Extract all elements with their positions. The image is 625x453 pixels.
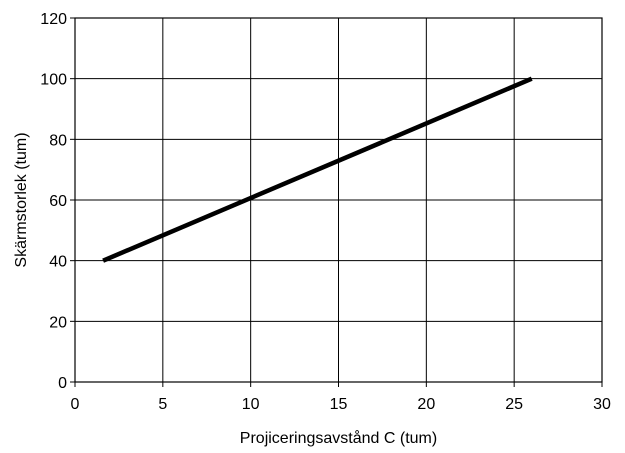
- x-tick-label: 25: [505, 396, 523, 413]
- y-tick-label: 120: [40, 11, 67, 28]
- y-tick-label: 80: [49, 132, 67, 149]
- y-tick-label: 0: [58, 375, 67, 392]
- y-tick-label: 20: [49, 314, 67, 331]
- x-tick-label: 0: [71, 396, 80, 413]
- y-axis-label: Skärmstorlek (tum): [13, 132, 30, 267]
- tick-labels: 0 5 10 15 20 25 30 0 20 40 60 80 100 120: [40, 11, 611, 413]
- y-tick-label: 60: [49, 193, 67, 210]
- x-tick-label: 30: [593, 396, 611, 413]
- grid-lines: [74, 17, 603, 383]
- series-line: [102, 76, 533, 263]
- y-tick-label: 100: [40, 72, 67, 89]
- x-tick-label: 5: [158, 396, 167, 413]
- x-axis-label: Projiceringsavstånd C (tum): [240, 429, 437, 447]
- series-layer: [102, 76, 533, 263]
- x-tick-label: 10: [242, 396, 260, 413]
- x-tick-label: 15: [330, 396, 348, 413]
- x-tick-label: 20: [417, 396, 435, 413]
- y-tick-label: 40: [49, 254, 67, 271]
